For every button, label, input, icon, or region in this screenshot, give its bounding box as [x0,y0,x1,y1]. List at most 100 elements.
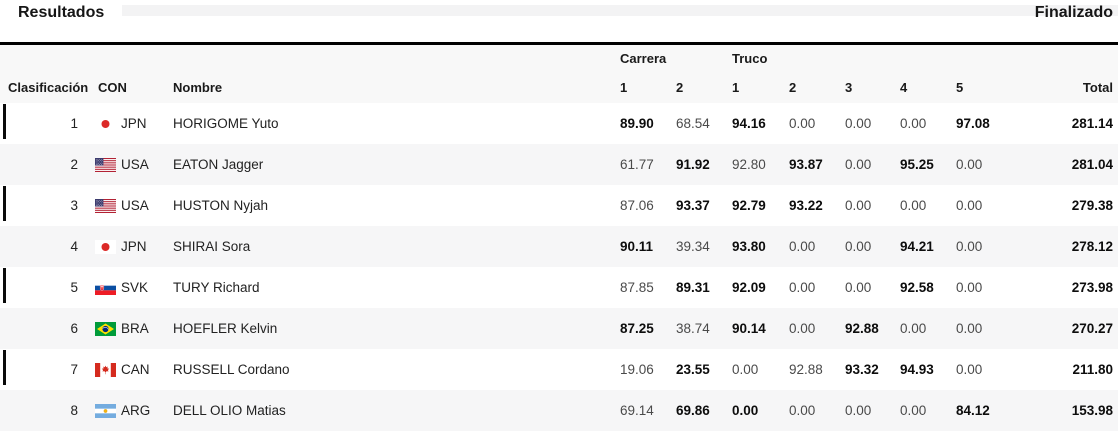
carrera-run-2-score: 68.54 [676,116,710,131]
truco-run-5-score: 0.00 [956,157,983,172]
truco-run-2-score: 0.00 [789,321,816,336]
carrera-run-2-score: 89.31 [676,280,710,295]
noc-cell: CAN [78,362,173,377]
truco-run-1-score: 94.16 [732,116,766,131]
table-row: 6 BRA HOEFLER Kelvin 87.25 38.74 90.14 0… [0,308,1118,349]
column-header-truco-5: 5 [956,79,964,95]
noc-code: JPN [121,239,147,254]
truco-run-5-score: 0.00 [956,280,983,295]
truco-run-4-score: 95.25 [900,157,934,172]
total-score: 279.38 [1071,198,1113,213]
rank-value: 6 [70,321,78,336]
total-score: 281.04 [1071,157,1113,172]
title-divider [0,42,1118,45]
usa-flag-icon [95,198,116,213]
column-header-truco-1: 1 [732,79,740,95]
truco-run-3-score: 0.00 [845,403,872,418]
truco-run-3-score: 0.00 [845,116,872,131]
athlete-name: HOEFLER Kelvin [173,321,278,336]
can-flag-icon [95,362,116,377]
table-row: 2 USA EATON Jagger 61.77 91.92 92.80 93.… [0,144,1118,185]
rank-value: 5 [70,280,78,295]
truco-run-2-score: 93.22 [789,198,823,213]
carrera-run-1-score: 87.85 [620,280,654,295]
column-header-total: Total [1082,79,1113,95]
athlete-name: RUSSELL Cordano [173,362,290,377]
truco-run-2-score: 0.00 [789,403,816,418]
truco-run-4-score: 0.00 [900,198,927,213]
athlete-name: EATON Jagger [173,157,264,172]
table-row: 3 USA HUSTON Nyjah 87.06 93.37 92.79 93.… [0,185,1118,226]
total-score: 270.27 [1071,321,1113,336]
truco-run-1-score: 92.79 [732,198,766,213]
truco-run-1-score: 92.80 [732,157,766,172]
carrera-run-2-score: 39.34 [676,239,710,254]
noc-cell: JPN [78,116,173,131]
truco-run-2-score: 0.00 [789,280,816,295]
total-score: 278.12 [1071,239,1113,254]
rank-value: 2 [70,157,78,172]
noc-code: SVK [121,280,149,295]
table-row: 5 SVK TURY Richard 87.85 89.31 92.09 0.0… [0,267,1118,308]
noc-code: USA [121,157,149,172]
noc-code: ARG [121,403,151,418]
noc-code: CAN [121,362,150,377]
column-header-truco-2: 2 [789,79,797,95]
carrera-run-1-score: 69.14 [620,403,654,418]
column-header-carrera-1: 1 [620,79,628,95]
carrera-run-1-score: 61.77 [620,157,654,172]
column-header-con: CON [98,79,127,95]
truco-run-3-score: 92.88 [845,321,879,336]
title-bar-strip [122,5,1118,16]
rank-value: 3 [70,198,78,213]
athlete-name: SHIRAI Sora [173,239,251,254]
noc-cell: USA [78,157,173,172]
noc-cell: SVK [78,280,173,295]
rank-value: 4 [70,239,78,254]
truco-run-3-score: 0.00 [845,239,872,254]
truco-run-5-score: 97.08 [956,116,990,131]
noc-cell: BRA [78,321,173,336]
svk-flag-icon [95,280,116,295]
carrera-run-1-score: 90.11 [620,239,654,254]
column-header-truco-4: 4 [900,79,908,95]
truco-run-4-score: 0.00 [900,403,927,418]
noc-cell: USA [78,198,173,213]
noc-code: BRA [121,321,149,336]
carrera-run-1-score: 89.90 [620,116,654,131]
usa-flag-icon [95,157,116,172]
truco-run-4-score: 0.00 [900,116,927,131]
noc-cell: JPN [78,239,173,254]
carrera-run-2-score: 93.37 [676,198,710,213]
column-header-nombre: Nombre [173,79,223,95]
title-bar: Resultados Finalizado [0,0,1118,42]
truco-run-2-score: 0.00 [789,116,816,131]
truco-run-5-score: 0.00 [956,198,983,213]
jpn-flag-icon [95,239,116,254]
truco-run-2-score: 93.87 [789,157,823,172]
truco-run-1-score: 0.00 [732,362,759,377]
carrera-run-2-score: 23.55 [676,362,710,377]
truco-run-4-score: 94.93 [900,362,934,377]
table-header: Carrera Truco Clasificación CON Nombre 1… [0,45,1118,103]
noc-code: USA [121,198,149,213]
athlete-name: DELL OLIO Matias [173,403,286,418]
truco-run-4-score: 94.21 [900,239,934,254]
column-header-clasificacion: Clasificación [8,79,89,95]
table-row: 4 JPN SHIRAI Sora 90.11 39.34 93.80 0.00… [0,226,1118,267]
truco-run-4-score: 92.58 [900,280,934,295]
truco-run-1-score: 90.14 [732,321,766,336]
results-table-body: 1 JPN HORIGOME Yuto 89.90 68.54 94.16 0.… [0,103,1118,431]
truco-run-5-score: 0.00 [956,362,983,377]
athlete-name: TURY Richard [173,280,260,295]
total-score: 273.98 [1071,280,1113,295]
bra-flag-icon [95,321,116,336]
truco-run-3-score: 0.00 [845,280,872,295]
column-group-carrera: Carrera [620,50,667,66]
truco-run-1-score: 93.80 [732,239,766,254]
athlete-name: HORIGOME Yuto [173,116,279,131]
group-header-row: Carrera Truco [0,45,1118,71]
table-row: 7 CAN RUSSELL Cordano 19.06 23.55 0.00 9… [0,349,1118,390]
truco-run-1-score: 92.09 [732,280,766,295]
truco-run-2-score: 92.88 [789,362,823,377]
